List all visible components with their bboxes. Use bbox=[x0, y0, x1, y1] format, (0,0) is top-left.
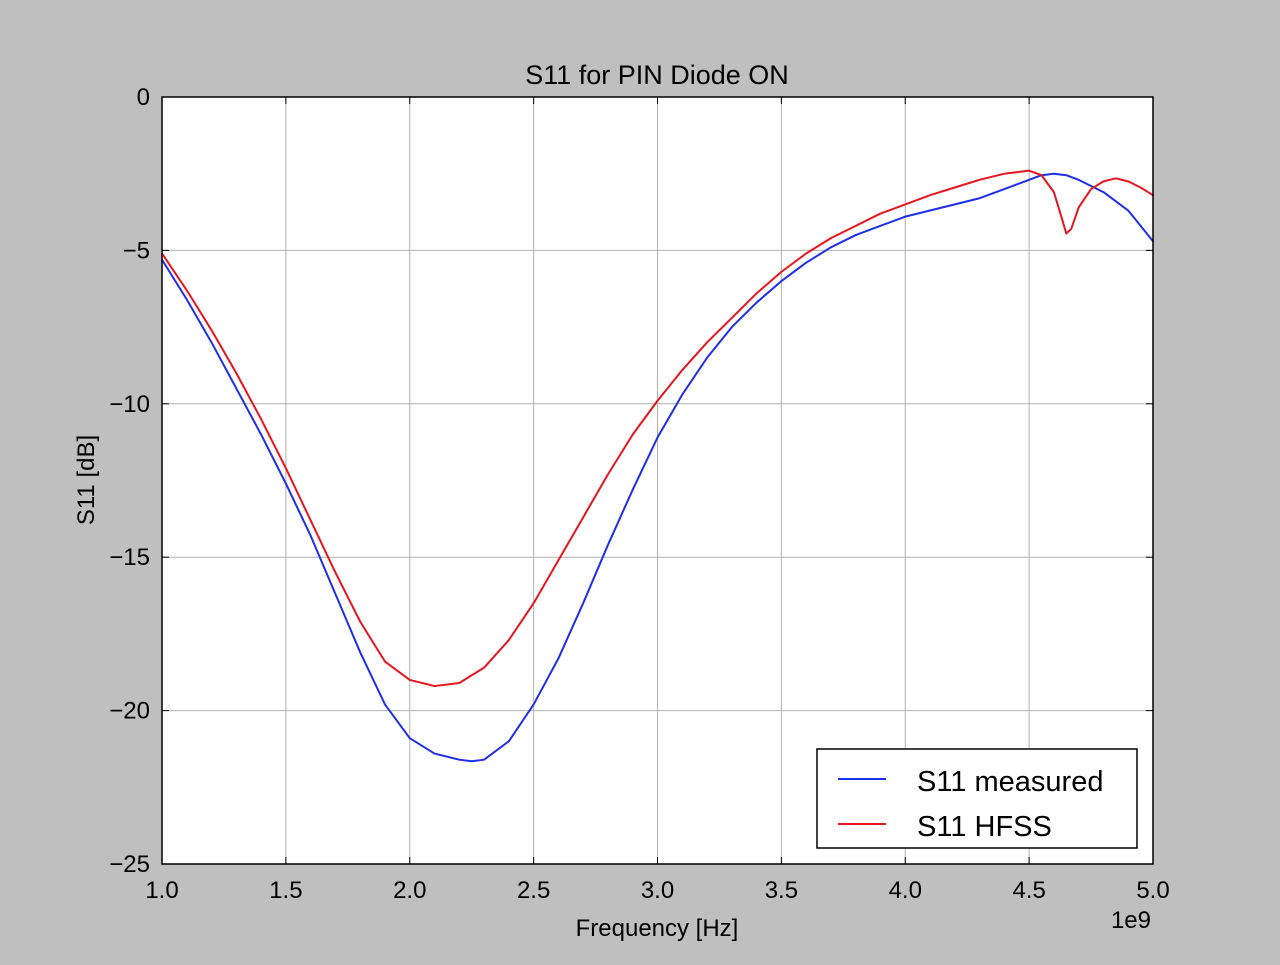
y-tick-label: −10 bbox=[109, 391, 150, 418]
legend-box bbox=[816, 748, 1138, 849]
x-tick-label: 3.5 bbox=[765, 877, 798, 904]
x-tick-label: 2.0 bbox=[393, 877, 426, 904]
series-line-s11-measured bbox=[161, 172, 1154, 763]
legend-label-measured: S11 measured bbox=[917, 766, 1103, 798]
plot-area-frame bbox=[161, 96, 1154, 865]
x-tick-label: 4.0 bbox=[889, 877, 922, 904]
x-tick-label: 1.5 bbox=[269, 877, 302, 904]
legend-label-hfss: S11 HFSS bbox=[917, 811, 1052, 843]
x-tick-label: 4.5 bbox=[1012, 877, 1045, 904]
y-tick-label: −5 bbox=[123, 237, 150, 264]
y-tick-label: 0 bbox=[137, 84, 150, 111]
x-tick-label: 2.5 bbox=[517, 877, 550, 904]
x-tick-labels: 1.0 1.5 2.0 2.5 3.0 3.5 4.0 4.5 5.0 bbox=[145, 877, 1169, 904]
y-axis-label: S11 [dB] bbox=[73, 435, 100, 525]
x-tick-label: 5.0 bbox=[1136, 877, 1169, 904]
grid bbox=[162, 97, 1153, 864]
y-tick-label: −15 bbox=[109, 544, 150, 571]
y-tick-label: −20 bbox=[109, 698, 150, 725]
x-tick-label: 1.0 bbox=[145, 877, 178, 904]
y-tick-label: −25 bbox=[109, 851, 150, 878]
series-line-s11-hfss bbox=[161, 169, 1154, 688]
chart-title: S11 for PIN Diode ON bbox=[525, 60, 789, 90]
x-tick-label: 3.0 bbox=[641, 877, 674, 904]
x-axis-label: Frequency [Hz] bbox=[576, 915, 739, 942]
series-lines bbox=[161, 169, 1154, 763]
x-axis-offset-label: 1e9 bbox=[1111, 907, 1151, 934]
y-tick-labels: 0 −5 −10 −15 −20 −25 bbox=[109, 84, 150, 878]
legend: S11 measured S11 HFSS bbox=[816, 748, 1138, 849]
